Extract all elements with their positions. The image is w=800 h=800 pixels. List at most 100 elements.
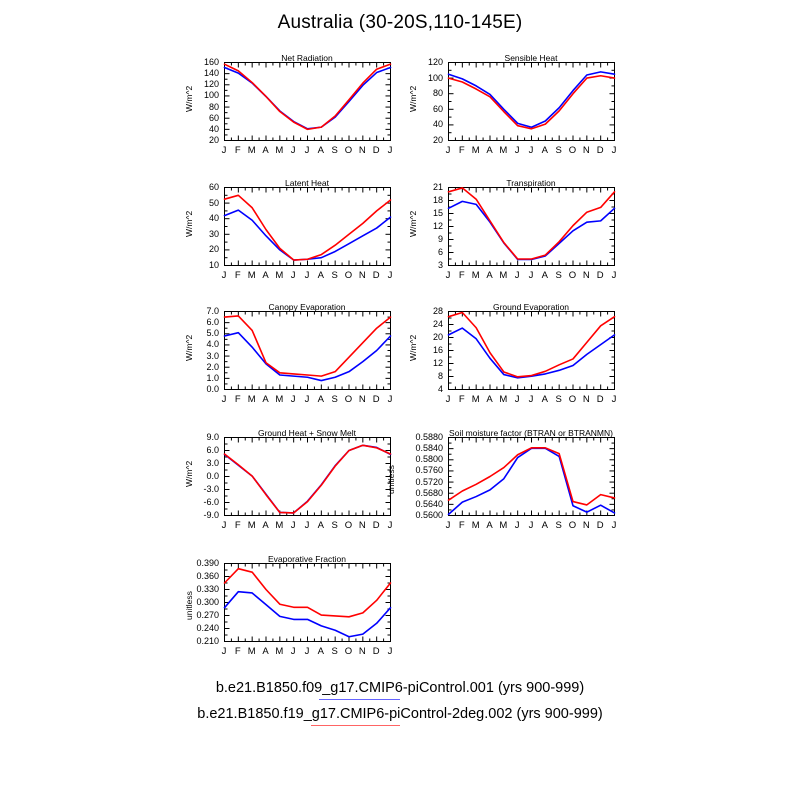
legend-entry-1: b.e21.B1850.f09_g17.CMIP6-piControl.001 … <box>0 680 800 700</box>
panel-title: Latent Heat <box>285 178 329 188</box>
x-tick-label: S <box>331 270 338 281</box>
x-tick-label: S <box>331 646 338 657</box>
panel-evaporative-fraction: Evaporative Fraction unitless 0.210 0.240 0.… <box>184 554 392 657</box>
x-tick-label: M <box>471 520 480 531</box>
x-tick-label: N <box>582 394 590 405</box>
y-tick-label: 160 <box>203 57 219 67</box>
x-tick-label: D <box>596 394 604 405</box>
legend-color-rule <box>318 698 400 700</box>
series-line-picontrol-2deg-002 <box>447 447 616 506</box>
y-axis-label: W/m^2 <box>408 334 418 361</box>
x-tick-label: A <box>262 520 269 531</box>
x-tick-label: J <box>611 145 617 156</box>
series-line-picontrol-001 <box>223 444 392 514</box>
panel-sensible-heat: Sensible Heat W/m^2 20 40 60 80 100 120 J F M A M J J A… <box>408 53 616 156</box>
panel-ground-evaporation: Ground Evaporation W/m^2 4 8 12 16 20 24 28 J F M A M… <box>408 302 616 405</box>
series-line-picontrol-2deg-002 <box>223 194 392 261</box>
y-tick-label: 9.0 <box>206 432 219 442</box>
y-tick-label: 80 <box>208 101 219 112</box>
x-tick-label: J <box>514 520 520 531</box>
y-tick-label: 0.270 <box>196 610 219 620</box>
panel-title: Ground Evaporation <box>492 302 570 312</box>
x-tick-label: A <box>262 145 269 156</box>
x-tick-label: J <box>290 270 296 281</box>
x-tick-label: J <box>528 270 534 281</box>
x-tick-label: S <box>555 145 562 156</box>
x-tick-label: A <box>541 520 548 531</box>
y-tick-label: 60 <box>208 182 219 192</box>
x-tick-label: N <box>358 145 366 156</box>
x-tick-label: O <box>344 394 353 405</box>
y-tick-label: 0.300 <box>196 597 219 607</box>
panel-title: Soil moisture factor (BTRAN or BTRANMN) <box>449 428 613 438</box>
panel-title: Net Radiation <box>281 53 333 63</box>
y-axis-label: unitless <box>386 464 396 494</box>
y-axis-label: unitless <box>184 590 194 620</box>
x-tick-label: A <box>317 394 324 405</box>
x-tick-label: J <box>445 145 451 156</box>
x-tick-label: J <box>445 270 451 281</box>
x-tick-label: A <box>262 270 269 281</box>
x-tick-label: J <box>445 394 451 405</box>
y-axis-label: W/m^2 <box>408 210 418 237</box>
y-tick-label: 0.5760 <box>415 465 443 476</box>
plot-area <box>223 187 392 266</box>
x-tick-label: S <box>331 394 338 405</box>
x-tick-label: F <box>234 270 241 281</box>
x-tick-label: M <box>471 270 480 281</box>
x-tick-label: J <box>387 520 393 531</box>
y-tick-label: 12 <box>432 358 443 368</box>
y-axis-label: W/m^2 <box>184 210 194 237</box>
series-line-picontrol-2deg-002 <box>223 63 392 131</box>
y-tick-label: 24 <box>432 319 443 329</box>
y-tick-label: 1.0 <box>206 372 219 383</box>
x-tick-label: A <box>317 520 324 531</box>
x-tick-label: J <box>221 270 227 281</box>
x-tick-label: O <box>568 394 577 405</box>
x-tick-label: J <box>304 646 310 657</box>
x-tick-label: J <box>514 394 520 405</box>
y-tick-label: 0.5720 <box>415 476 443 487</box>
x-tick-label: A <box>541 145 548 156</box>
y-tick-label: 0.0 <box>206 384 219 394</box>
plot-area <box>223 437 392 516</box>
series-line-picontrol-2deg-002 <box>223 444 392 514</box>
y-tick-label: 9 <box>437 234 443 244</box>
y-tick-label: 6.0 <box>206 317 219 328</box>
x-tick-label: A <box>486 270 493 281</box>
x-tick-label: M <box>471 145 480 156</box>
y-tick-label: 8 <box>437 371 443 381</box>
x-tick-label: D <box>596 520 604 531</box>
x-tick-label: O <box>344 520 353 531</box>
y-tick-label: 3.0 <box>206 458 219 468</box>
x-tick-label: D <box>596 270 604 281</box>
panel-title: Evaporative Fraction <box>268 554 346 564</box>
y-tick-label: 30 <box>208 228 219 239</box>
y-tick-label: 0.5680 <box>415 487 443 498</box>
x-tick-label: J <box>528 394 534 405</box>
x-tick-label: J <box>611 270 617 281</box>
x-tick-label: J <box>514 270 520 281</box>
y-tick-label: 16 <box>432 345 443 355</box>
x-tick-label: A <box>486 145 493 156</box>
panel-title: Sensible Heat <box>504 53 558 63</box>
x-tick-label: J <box>387 394 393 405</box>
x-tick-label: F <box>234 145 241 156</box>
plot-frame <box>448 311 615 390</box>
x-tick-label: M <box>275 270 284 281</box>
x-tick-label: N <box>358 394 366 405</box>
x-tick-label: J <box>611 520 617 531</box>
series-line-picontrol-001 <box>223 209 392 261</box>
x-tick-label: J <box>611 394 617 405</box>
x-tick-label: S <box>331 145 338 156</box>
x-tick-label: N <box>358 520 366 531</box>
plot-frame <box>448 187 615 266</box>
legend-label: b.e21.B1850.f09_g17.CMIP6-piControl.001 … <box>215 680 585 696</box>
plot-frame <box>224 563 391 642</box>
series-line-picontrol-001 <box>223 331 392 382</box>
series-line-picontrol-001 <box>447 200 616 261</box>
plot-frame <box>224 437 391 516</box>
y-tick-label: 20 <box>432 135 443 145</box>
x-tick-label: M <box>247 270 256 281</box>
x-tick-label: F <box>458 520 465 531</box>
